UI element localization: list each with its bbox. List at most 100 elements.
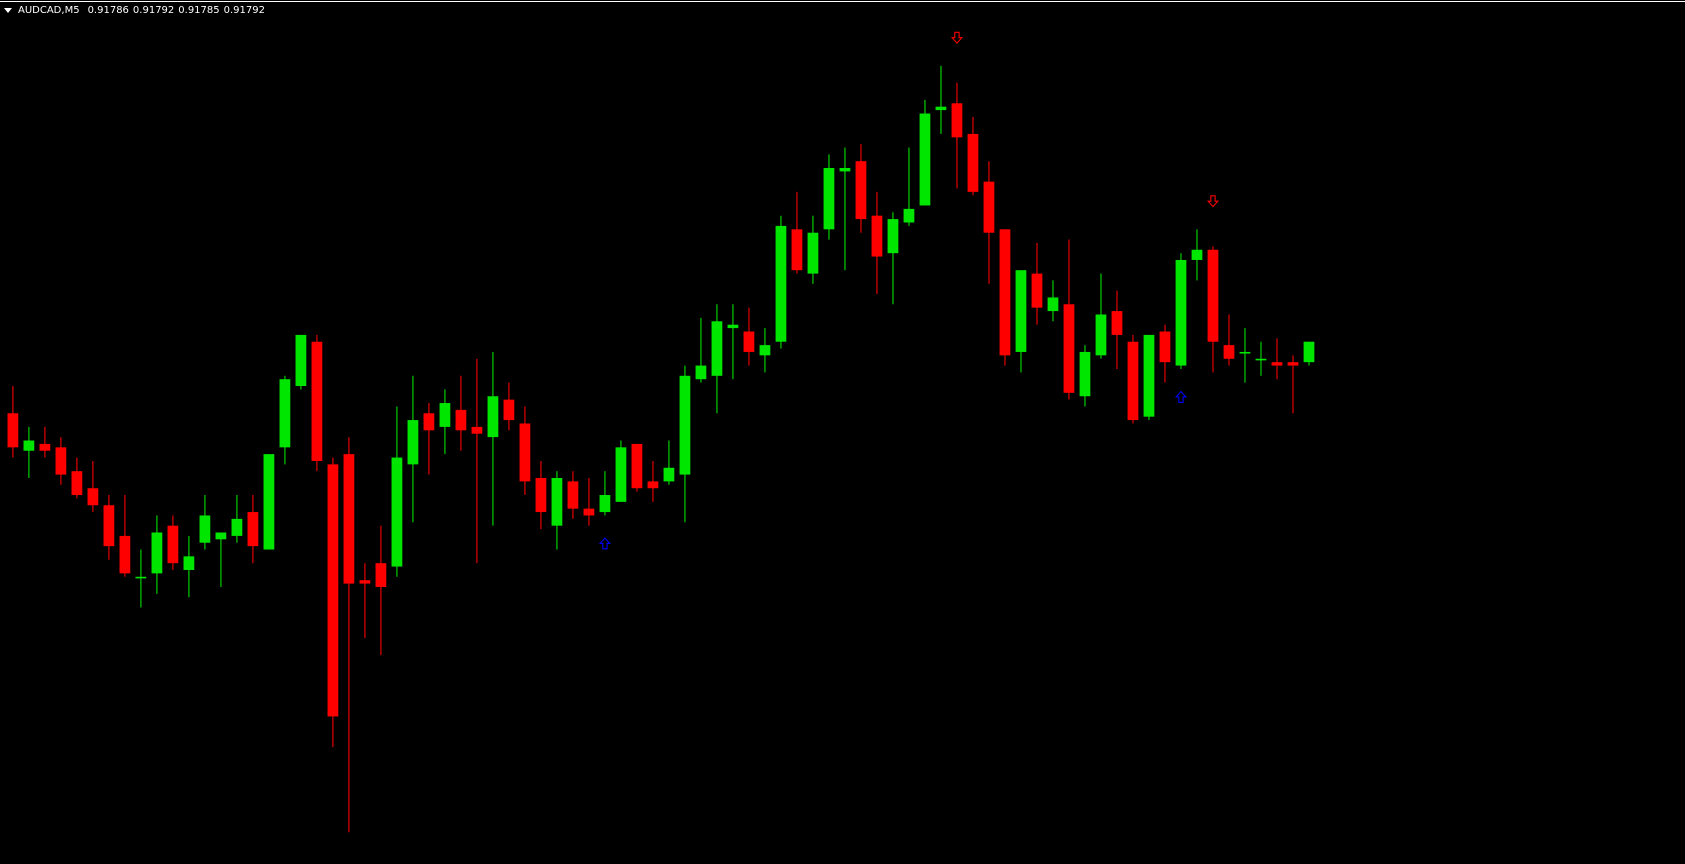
bull-candle — [695, 317, 707, 383]
bear-candle — [1207, 246, 1219, 373]
candle-body — [391, 457, 403, 567]
candle-body — [327, 464, 339, 717]
candle-body — [519, 423, 531, 482]
bear-candle — [1111, 290, 1123, 369]
bear-candle — [119, 495, 131, 577]
bull-candle — [295, 334, 307, 390]
candle-body — [1271, 362, 1283, 366]
candle-body — [647, 481, 659, 489]
candle-body — [199, 515, 211, 543]
candle-body — [39, 443, 51, 451]
bull-candle — [1079, 345, 1091, 407]
candle-body — [311, 341, 323, 461]
candle-body — [551, 477, 563, 526]
candle-body — [775, 225, 787, 342]
candle-body — [919, 113, 931, 206]
bull-candle — [1143, 334, 1155, 421]
candle-body — [695, 365, 707, 380]
candle-body — [599, 495, 611, 513]
bear-candle — [871, 191, 883, 295]
candle-body — [103, 505, 115, 547]
candle-body — [1239, 351, 1251, 354]
bull-candle — [599, 471, 611, 516]
candle-body — [471, 426, 483, 434]
bull-candle — [1047, 280, 1059, 322]
bull-candle — [711, 304, 723, 414]
bear-candle — [327, 457, 339, 748]
chart-top-border — [0, 1, 1685, 2]
bull-candle — [279, 375, 291, 465]
bear-candle — [1063, 239, 1075, 400]
bull-candle — [215, 532, 227, 588]
candle-body — [983, 181, 995, 233]
candle-body — [71, 471, 83, 496]
bear-candle — [951, 82, 963, 189]
candle-body — [567, 481, 579, 509]
candle-body — [871, 215, 883, 257]
bull-candle — [919, 99, 931, 206]
candle-body — [1207, 249, 1219, 342]
candle-body — [119, 535, 131, 574]
bear-candle — [247, 495, 259, 564]
bull-candle — [487, 351, 499, 526]
bear-candle — [1287, 355, 1299, 414]
bull-candle — [199, 495, 211, 550]
bull-candle — [407, 375, 419, 523]
bull-candle — [807, 215, 819, 284]
arrow-up-outline-icon — [1174, 390, 1188, 403]
candle-body — [1015, 270, 1027, 352]
bear-candle — [471, 358, 483, 564]
candle-body — [807, 232, 819, 274]
candle-body — [663, 467, 675, 482]
candle-body — [1111, 311, 1123, 335]
bear-candle — [631, 443, 643, 492]
bear-candle — [647, 460, 659, 502]
bull-candle — [1239, 328, 1251, 383]
bull-candle — [727, 304, 739, 380]
bull-candle — [1255, 341, 1267, 376]
candle-body — [359, 580, 371, 584]
bull-candle — [823, 154, 835, 240]
bull-candle — [183, 535, 195, 598]
candle-body — [887, 219, 899, 254]
candle-body — [1063, 304, 1075, 393]
bear-candle — [375, 525, 387, 656]
candle-body — [791, 229, 803, 271]
bull-candle — [263, 454, 275, 550]
candle-body — [1223, 345, 1235, 359]
candle-body — [375, 563, 387, 588]
bear-candle — [1159, 324, 1171, 383]
bear-candle — [87, 460, 99, 513]
close-price: 0.91792 — [223, 4, 265, 16]
candle-body — [343, 454, 355, 584]
candle-body — [727, 324, 739, 329]
bear-candle — [583, 477, 595, 526]
arrow-down-outline-icon — [1206, 195, 1220, 208]
bear-candle — [455, 375, 467, 451]
candle-body — [87, 488, 99, 506]
candle-body — [823, 167, 835, 230]
bear-candle — [567, 471, 579, 519]
candle-body — [279, 379, 291, 448]
candle-body — [935, 106, 947, 111]
bear-candle — [39, 426, 51, 458]
candle-body — [1079, 351, 1091, 397]
bull-candle — [391, 406, 403, 577]
triangle-down-icon[interactable] — [4, 7, 12, 13]
candle-body — [1143, 334, 1155, 417]
candle-body — [455, 409, 467, 431]
candle-body — [999, 229, 1011, 356]
chart-header: AUDCAD,M5 0.91786 0.91792 0.91785 0.9179… — [4, 3, 269, 17]
candle-body — [1159, 331, 1171, 363]
candle-body — [855, 161, 867, 220]
candle-body — [679, 375, 691, 475]
bear-candle — [1223, 314, 1235, 366]
bull-candle — [231, 495, 243, 543]
bear-candle — [1271, 338, 1283, 380]
bear-candle — [343, 437, 355, 833]
candle-body — [215, 532, 227, 540]
bull-candle — [679, 365, 691, 523]
bear-candle — [791, 191, 803, 274]
candle-body — [743, 331, 755, 352]
